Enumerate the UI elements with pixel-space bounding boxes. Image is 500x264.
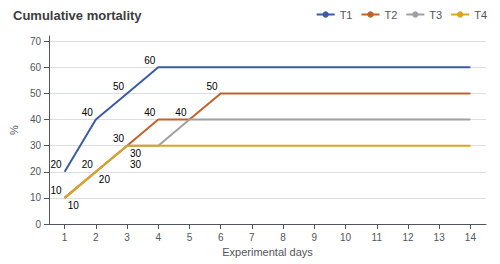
- svg-text:5: 5: [187, 232, 193, 243]
- svg-text:40: 40: [175, 107, 187, 118]
- svg-text:70: 70: [30, 36, 42, 47]
- svg-text:10: 10: [51, 185, 63, 196]
- svg-text:20: 20: [99, 174, 111, 185]
- svg-text:30: 30: [113, 133, 125, 144]
- svg-text:11: 11: [372, 232, 383, 243]
- svg-text:50: 50: [207, 81, 219, 92]
- svg-text:0: 0: [35, 219, 41, 230]
- svg-text:20: 20: [30, 166, 42, 177]
- svg-text:T4: T4: [474, 9, 487, 21]
- svg-text:20: 20: [51, 159, 63, 170]
- svg-text:50: 50: [113, 81, 125, 92]
- svg-text:8: 8: [280, 232, 286, 243]
- svg-text:13: 13: [434, 232, 446, 243]
- svg-text:9: 9: [312, 232, 318, 243]
- svg-text:40: 40: [30, 114, 42, 125]
- svg-text:Cumulative mortality: Cumulative mortality: [13, 8, 142, 23]
- svg-text:40: 40: [82, 107, 94, 118]
- svg-text:1: 1: [62, 232, 68, 243]
- svg-text:14: 14: [465, 232, 477, 243]
- svg-text:10: 10: [340, 232, 352, 243]
- svg-text:4: 4: [155, 232, 161, 243]
- svg-text:10: 10: [68, 200, 80, 211]
- svg-text:2: 2: [93, 232, 99, 243]
- svg-text:%: %: [8, 125, 20, 135]
- svg-text:T2: T2: [384, 9, 397, 21]
- svg-text:20: 20: [82, 159, 94, 170]
- svg-text:6: 6: [218, 232, 224, 243]
- svg-text:T1: T1: [340, 9, 353, 21]
- svg-text:50: 50: [30, 88, 42, 99]
- svg-text:3: 3: [124, 232, 130, 243]
- svg-text:T3: T3: [429, 9, 442, 21]
- svg-text:40: 40: [144, 107, 156, 118]
- svg-text:Experimental days: Experimental days: [222, 246, 313, 258]
- svg-text:60: 60: [144, 55, 156, 66]
- svg-text:12: 12: [402, 232, 414, 243]
- svg-text:60: 60: [30, 62, 42, 73]
- svg-text:30: 30: [130, 159, 142, 170]
- svg-text:30: 30: [30, 140, 42, 151]
- svg-text:30: 30: [130, 148, 142, 159]
- svg-text:7: 7: [249, 232, 255, 243]
- svg-text:10: 10: [30, 192, 42, 203]
